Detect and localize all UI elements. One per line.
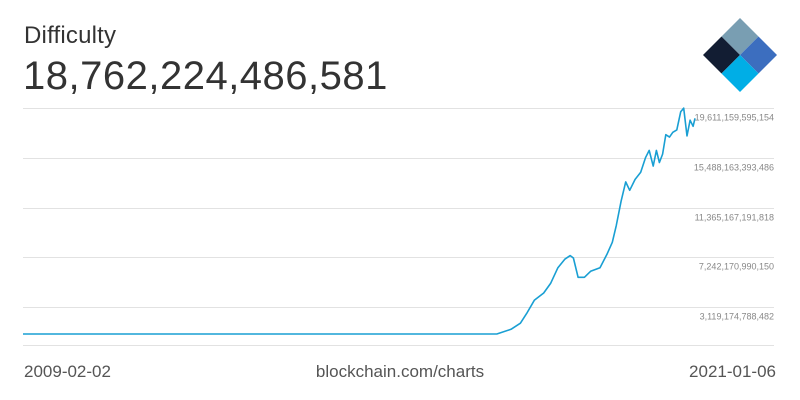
y-tick-label: 19,611,159,595,154 (695, 113, 774, 123)
logo-tile-bottom (721, 55, 759, 92)
grid-lines (23, 108, 774, 346)
x-axis-start-date: 2009-02-02 (24, 362, 111, 381)
y-tick-label: 11,365,167,191,818 (695, 213, 774, 223)
source-link[interactable]: blockchain.com/charts (315, 362, 485, 381)
y-tick-label: 7,242,170,990,150 (699, 262, 774, 272)
blockchain-logo-icon[interactable] (703, 18, 777, 92)
current-difficulty-value: 18,762,224,486,581 (23, 54, 388, 98)
x-axis-end-date: 2021-01-06 (689, 362, 776, 381)
y-tick-label: 3,119,174,788,482 (700, 312, 774, 322)
chart-title: Difficulty (24, 22, 117, 49)
y-tick-label: 15,488,163,393,486 (694, 163, 774, 173)
y-tick-labels: 3,119,174,788,482 7,242,170,990,150 11,365… (694, 113, 774, 322)
difficulty-series-line (23, 107, 696, 335)
